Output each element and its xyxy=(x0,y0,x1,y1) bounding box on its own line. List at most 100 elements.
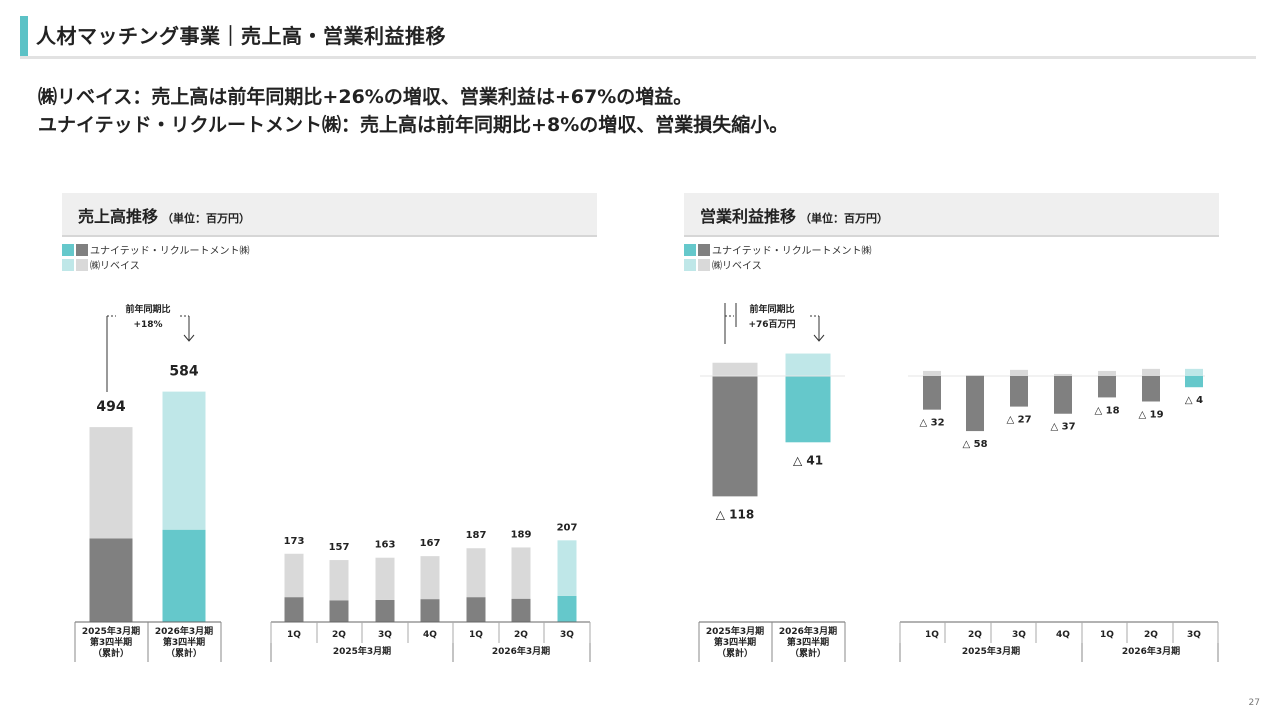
sales-cum-total-label: 494 xyxy=(96,399,125,415)
profit-cum-tick-label: 第3四半期 xyxy=(787,636,829,648)
profit-legend: ユナイテッド・リクルートメント㈱ ㈱リベイス xyxy=(684,242,872,272)
sales-q-bar-rebase xyxy=(375,557,395,600)
profit-q-bar-rebase xyxy=(923,370,941,376)
sales-q-total-label: 187 xyxy=(466,530,487,541)
profit-group-label: 2025年3月期 xyxy=(962,645,1020,657)
sales-q-bar-rebase xyxy=(511,547,531,599)
sales-cum-tick-label: 第3四半期 xyxy=(163,636,205,648)
sales-q-total-label: 207 xyxy=(557,522,578,533)
sales-q-bar-rebase xyxy=(284,553,304,598)
title-accent-bar xyxy=(20,16,28,58)
page-number: 27 xyxy=(1248,698,1260,708)
legend-item-united: ユナイテッド・リクルートメント㈱ xyxy=(62,242,250,257)
sales-cum-total-label: 584 xyxy=(169,364,198,380)
profit-group-label: 2026年3月期 xyxy=(1122,645,1180,657)
profit-q-bar-united xyxy=(1142,376,1160,402)
profit-q-tick-label: 4Q xyxy=(1056,630,1070,640)
profit-cum-bar-united xyxy=(712,376,758,497)
page-title: 人材マッチング事業｜売上高・営業利益推移 xyxy=(36,24,446,48)
sales-panel-header: 売上高推移 （単位：百万円） xyxy=(62,193,597,237)
sales-chart-title: 売上高推移 （単位：百万円） xyxy=(78,207,251,226)
sales-cum-tick-label: 2026年3月期 xyxy=(155,625,213,637)
sales-cum-bar-rebase xyxy=(89,427,133,539)
sales-q-bar-rebase xyxy=(557,540,577,596)
profit-q-tick-label: 2Q xyxy=(968,630,982,640)
sales-q-total-label: 173 xyxy=(284,536,305,547)
profit-q-bar-rebase xyxy=(1010,369,1028,376)
title-divider xyxy=(20,56,1256,59)
sales-cum-tick-label: 2025年3月期 xyxy=(82,625,140,637)
profit-cum-tick-label: 2025年3月期 xyxy=(706,625,764,637)
sales-cum-bar-united xyxy=(89,538,133,622)
sales-q-bar-united xyxy=(375,599,395,622)
sales-q-total-label: 157 xyxy=(329,542,350,553)
sales-q-tick-label: 3Q xyxy=(378,630,392,640)
profit-q-bar-rebase xyxy=(966,374,984,376)
legend-item-united: ユナイテッド・リクルートメント㈱ xyxy=(684,242,872,257)
sales-q-tick-label: 4Q xyxy=(423,630,437,640)
profit-q-tick-label: 3Q xyxy=(1012,630,1026,640)
sales-annot-arrowhead xyxy=(183,334,195,342)
sales-q-tick-label: 3Q xyxy=(560,630,574,640)
profit-q-total-label: △ 27 xyxy=(1006,415,1031,426)
profit-q-tick-label: 1Q xyxy=(1100,630,1114,640)
profit-unit-label: （単位：百万円） xyxy=(800,212,889,225)
sales-legend: ユナイテッド・リクルートメント㈱ ㈱リベイス xyxy=(62,242,250,272)
profit-cum-tick-label: 2026年3月期 xyxy=(779,625,837,637)
profit-q-total-label: △ 37 xyxy=(1050,422,1075,433)
sales-annot-label: 前年同期比 xyxy=(125,303,170,315)
profit-cum-bar-rebase xyxy=(712,362,758,376)
profit-cum-total-label: △ 118 xyxy=(716,507,754,521)
sales-q-bar-united xyxy=(284,597,304,622)
sales-q-bar-united xyxy=(557,595,577,622)
profit-annot-label: 前年同期比 xyxy=(749,303,794,315)
profit-q-tick-label: 3Q xyxy=(1187,630,1201,640)
headline-united: ユナイテッド・リクルートメント㈱：売上高は前年同期比+8%の増収、営業損失縮小。 xyxy=(38,114,789,136)
profit-q-total-label: △ 4 xyxy=(1185,395,1203,406)
sales-unit-label: （単位：百万円） xyxy=(162,212,251,225)
legend-item-rebase: ㈱リベイス xyxy=(684,257,872,272)
profit-cum-bar-united xyxy=(785,376,831,443)
sales-cum-bar-united xyxy=(162,529,206,622)
profit-q-bar-united xyxy=(923,376,941,410)
profit-panel-header: 営業利益推移 （単位：百万円） xyxy=(684,193,1219,237)
profit-q-bar-rebase xyxy=(1142,368,1160,376)
profit-q-tick-label: 1Q xyxy=(925,630,939,640)
sales-annot-value: +18% xyxy=(133,320,162,330)
sales-q-tick-label: 1Q xyxy=(287,630,301,640)
sales-q-tick-label: 2Q xyxy=(514,630,528,640)
sales-q-bar-united xyxy=(466,597,486,622)
profit-q-bar-rebase xyxy=(1054,373,1072,376)
profit-cum-total-label: △ 41 xyxy=(793,453,823,467)
sales-q-bar-rebase xyxy=(329,560,349,601)
profit-q-bar-united xyxy=(1185,376,1203,388)
profit-annot-arrowhead xyxy=(813,334,825,342)
profit-q-tick-label: 2Q xyxy=(1144,630,1158,640)
profit-q-bar-united xyxy=(966,376,984,432)
profit-q-total-label: △ 32 xyxy=(919,418,944,429)
profit-q-total-label: △ 18 xyxy=(1094,405,1119,416)
sales-q-bar-united xyxy=(420,599,440,622)
sales-group-label: 2026年3月期 xyxy=(492,645,550,657)
profit-q-total-label: △ 58 xyxy=(962,439,987,450)
sales-q-total-label: 167 xyxy=(420,538,441,549)
sales-q-tick-label: 2Q xyxy=(332,630,346,640)
profit-q-bar-united xyxy=(1054,376,1072,414)
sales-q-total-label: 189 xyxy=(511,529,532,540)
profit-q-total-label: △ 19 xyxy=(1138,410,1163,421)
profit-cum-bar-rebase xyxy=(785,353,831,376)
profit-q-bar-rebase xyxy=(1098,370,1116,376)
headline-rebase: ㈱リベイス：売上高は前年同期比+26%の増収、営業利益は+67%の増益。 xyxy=(38,86,693,108)
profit-chart-title: 営業利益推移 （単位：百万円） xyxy=(700,207,889,226)
legend-item-rebase: ㈱リベイス xyxy=(62,257,250,272)
profit-q-bar-united xyxy=(1098,376,1116,398)
sales-cum-tick-label: （累計） xyxy=(93,647,129,659)
profit-cum-tick-label: 第3四半期 xyxy=(714,636,756,648)
sales-q-bar-united xyxy=(511,598,531,622)
profit-cum-tick-label: （累計） xyxy=(790,647,826,659)
sales-cum-bar-rebase xyxy=(162,391,206,530)
sales-q-total-label: 163 xyxy=(375,540,396,551)
sales-q-bar-rebase xyxy=(420,556,440,600)
sales-group-label: 2025年3月期 xyxy=(333,645,391,657)
